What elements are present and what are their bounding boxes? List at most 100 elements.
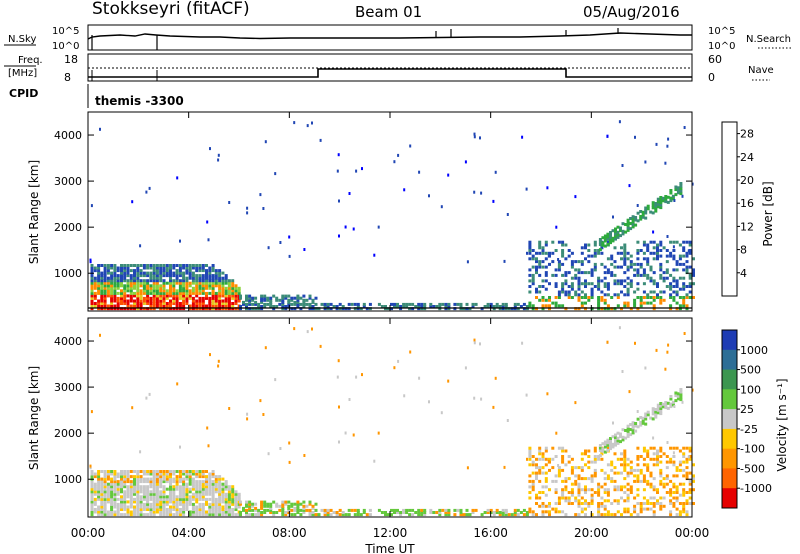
velocity-cell <box>675 491 679 494</box>
power-cell <box>678 243 682 247</box>
power-cell <box>623 243 627 247</box>
velocity-cell <box>564 499 568 503</box>
velocity-cell <box>123 508 127 511</box>
power-cell <box>208 279 212 283</box>
velocity-cell <box>106 485 110 489</box>
velocity-cell <box>531 463 535 467</box>
velocity-cell <box>103 502 107 506</box>
velocity-cell <box>598 454 602 458</box>
velocity-colorbar-segment <box>722 330 737 351</box>
power-cell <box>544 243 548 247</box>
power-cell <box>603 237 607 240</box>
velocity-cell <box>606 493 610 497</box>
velocity-cell <box>103 485 107 489</box>
power-cell <box>218 296 222 300</box>
velocity-cell <box>182 505 186 509</box>
power-cell <box>525 305 529 308</box>
power-cell <box>544 240 548 244</box>
velocity-cell <box>103 480 107 484</box>
velocity-cell <box>120 470 123 473</box>
power-cell <box>227 289 231 293</box>
velocity-cell <box>106 513 110 517</box>
velocity-cell <box>384 511 387 514</box>
power-cell <box>103 264 107 267</box>
power-cell <box>531 276 535 280</box>
velocity-cell <box>590 493 594 497</box>
power-cell <box>165 304 169 308</box>
velocity-cell <box>182 497 186 501</box>
power-cell <box>178 291 182 295</box>
power-cell <box>636 273 640 277</box>
velocity-cell <box>593 460 597 464</box>
power-cell <box>669 254 673 258</box>
velocity-cell <box>146 490 150 494</box>
power-colorbar-tick-label: 16 <box>740 197 754 210</box>
velocity-cell <box>535 457 538 461</box>
power-cell <box>106 271 110 275</box>
velocity-cell <box>641 421 645 425</box>
velocity-cell <box>654 410 658 414</box>
velocity-cell <box>129 470 133 473</box>
velocity-cell <box>531 471 535 475</box>
power-cell <box>169 264 172 267</box>
power-cell <box>162 271 166 275</box>
power-cell <box>155 289 159 293</box>
power-cell <box>178 284 182 288</box>
velocity-ylabel: Slant Range [km] <box>27 366 41 470</box>
velocity-cell <box>672 460 676 464</box>
power-cell <box>188 271 192 275</box>
velocity-cell <box>231 495 235 499</box>
velocity-cell <box>149 470 153 473</box>
power-cell <box>621 229 625 233</box>
velocity-colorbar-segment <box>722 428 737 450</box>
velocity-cell <box>185 490 189 494</box>
power-cell <box>195 281 199 285</box>
power-cell <box>629 285 633 288</box>
y-tick-label: 4000 <box>54 335 82 348</box>
velocity-cell <box>593 449 597 453</box>
velocity-cell <box>574 401 577 405</box>
power-cell <box>438 305 442 308</box>
velocity-cell <box>188 487 192 491</box>
power-cell <box>616 233 620 237</box>
velocity-cell <box>629 491 633 494</box>
velocity-cell <box>541 502 545 505</box>
power-cell <box>513 305 517 308</box>
velocity-cell <box>198 480 202 484</box>
power-cell <box>538 298 542 302</box>
power-cell <box>110 304 114 308</box>
power-cell <box>636 251 640 255</box>
power-cell <box>311 121 313 125</box>
velocity-cell <box>626 427 630 431</box>
power-cell <box>165 302 169 305</box>
velocity-cell <box>136 492 140 496</box>
velocity-colorbar-frame <box>721 329 738 509</box>
velocity-cell <box>234 497 238 501</box>
velocity-cell <box>126 510 130 514</box>
power-cell <box>106 304 110 308</box>
velocity-cell <box>347 508 351 512</box>
velocity-cell <box>191 495 195 499</box>
power-cell <box>447 302 451 306</box>
velocity-cell <box>169 505 172 509</box>
power-cell <box>145 190 148 194</box>
velocity-cell <box>110 487 114 491</box>
velocity-cell <box>97 477 101 481</box>
power-cell <box>597 298 601 302</box>
power-cell <box>473 190 476 194</box>
power-cell <box>656 293 659 297</box>
velocity-cell <box>185 502 189 506</box>
power-cell <box>113 269 117 273</box>
power-cell <box>296 294 300 298</box>
power-cell <box>146 294 150 298</box>
velocity-cell <box>587 466 591 470</box>
velocity-cell <box>438 508 442 512</box>
velocity-cell <box>172 500 176 504</box>
power-cell <box>263 298 267 302</box>
velocity-cell <box>221 497 225 501</box>
velocity-cell <box>685 502 689 505</box>
power-cell <box>191 266 195 270</box>
power-cell <box>580 262 584 266</box>
velocity-cell <box>257 513 261 517</box>
velocity-cell <box>347 513 351 517</box>
